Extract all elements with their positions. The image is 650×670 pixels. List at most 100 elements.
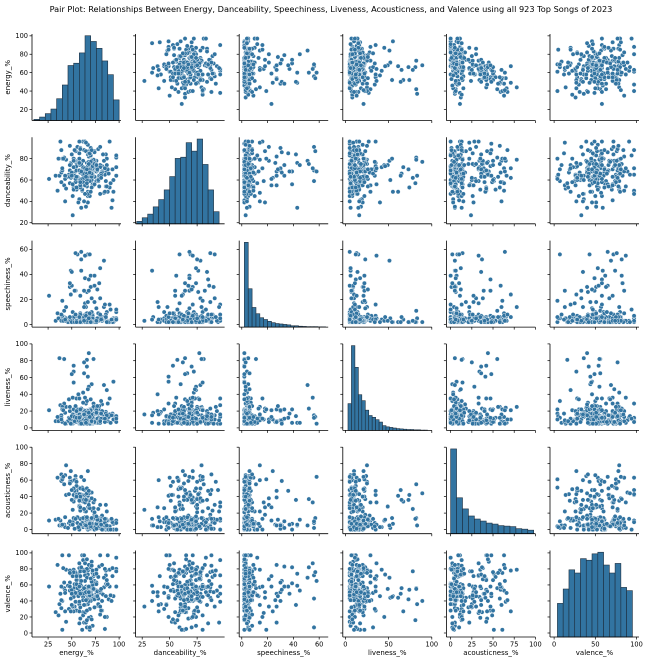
scatter-point <box>588 156 594 162</box>
scatter-point <box>357 175 363 181</box>
scatter-point <box>452 204 458 210</box>
scatter-point <box>244 421 250 427</box>
panel-danceability-vs-liveness <box>340 137 433 227</box>
scatter-point <box>499 298 505 304</box>
scatter-point <box>478 420 484 426</box>
scatter-point <box>620 280 625 286</box>
scatter-point <box>399 314 404 320</box>
scatter-point <box>217 396 223 401</box>
scatter-point <box>170 74 176 80</box>
scatter-point <box>182 36 188 42</box>
panel-liveness-vs-speechiness <box>236 343 329 433</box>
scatter-point <box>81 198 87 204</box>
scatter-point <box>592 275 597 281</box>
scatter-point <box>514 304 520 310</box>
scatter-point <box>488 415 493 421</box>
scatter-point <box>161 78 167 84</box>
scatter-point <box>182 85 188 91</box>
scatter-point <box>190 302 196 307</box>
hist-bar <box>101 60 109 121</box>
scatter-point <box>241 185 247 190</box>
scatter-point <box>166 421 171 427</box>
scatter-point <box>589 287 595 292</box>
scatter-point <box>508 292 514 297</box>
scatter-point <box>580 198 586 204</box>
scatter-point <box>94 166 100 172</box>
scatter-point <box>573 182 578 188</box>
scatter-point <box>387 177 393 183</box>
scatter-point <box>623 165 629 171</box>
scatter-point <box>76 139 82 144</box>
scatter-point <box>482 174 487 180</box>
scatter-point <box>85 299 91 305</box>
scatter-point <box>76 314 82 320</box>
scatter-point <box>578 57 583 63</box>
scatter-point <box>244 85 250 91</box>
scatter-point <box>573 80 579 86</box>
scatter-point <box>213 81 219 87</box>
scatter-point <box>311 178 317 184</box>
scatter-point <box>100 151 106 157</box>
scatter-point <box>84 180 90 186</box>
scatter-point <box>573 72 579 77</box>
scatter-point <box>631 318 637 324</box>
scatter-point <box>358 55 364 61</box>
scatter-point <box>279 149 285 155</box>
panel-danceability-vs-acousticness <box>443 137 536 227</box>
scatter-point <box>505 312 510 317</box>
scatter-point <box>101 158 107 164</box>
scatter-point <box>88 189 94 195</box>
scatter-point <box>599 407 605 413</box>
scatter-point <box>618 407 624 413</box>
scatter-point <box>352 302 358 307</box>
scatter-point <box>354 293 360 299</box>
scatter-point <box>89 295 95 301</box>
scatter-point <box>452 45 458 51</box>
scatter-point <box>623 395 629 401</box>
scatter-point <box>413 308 419 314</box>
scatter-point <box>256 55 261 61</box>
scatter-point <box>585 89 591 95</box>
scatter-point <box>211 284 217 290</box>
hist-bar <box>244 242 249 328</box>
scatter-point <box>202 288 208 294</box>
scatter-point <box>601 185 607 190</box>
scatter-point <box>171 52 177 58</box>
scatter-point <box>485 350 491 356</box>
scatter-point <box>306 70 312 76</box>
hist-bar <box>180 156 187 225</box>
scatter-point <box>196 350 202 356</box>
hist-bar <box>113 99 120 121</box>
scatter-point <box>390 189 396 195</box>
scatter-point <box>281 162 287 168</box>
scatter-point <box>46 407 52 413</box>
scatter-point <box>82 395 88 401</box>
scatter-point <box>310 165 316 171</box>
scatter-point <box>78 256 84 262</box>
scatter-point <box>163 66 169 72</box>
scatter-point <box>266 60 272 65</box>
scatter-point <box>467 146 473 152</box>
scatter-point <box>253 356 259 362</box>
scatter-point <box>181 74 187 80</box>
scatter-point <box>626 139 632 144</box>
scatter-point <box>266 51 272 57</box>
scatter-point <box>356 198 362 204</box>
scatter-point <box>104 387 110 393</box>
scatter-point <box>451 396 457 402</box>
scatter-point <box>600 268 606 274</box>
scatter-point <box>83 204 89 210</box>
scatter-point <box>458 265 464 271</box>
scatter-point <box>477 156 483 162</box>
scatter-point <box>458 386 464 392</box>
scatter-point <box>502 318 508 324</box>
scatter-point <box>70 395 76 401</box>
hist-bar <box>185 142 192 225</box>
scatter-point <box>257 67 263 73</box>
panel-liveness-vs-liveness <box>340 343 433 433</box>
scatter-point <box>204 79 210 85</box>
scatter-point <box>581 355 587 361</box>
scatter-point <box>631 147 637 153</box>
scatter-point <box>568 189 574 195</box>
